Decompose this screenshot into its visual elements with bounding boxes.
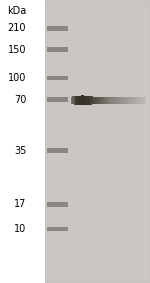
Bar: [46, 26, 68, 31]
Bar: [140, 97, 141, 104]
Text: 10: 10: [14, 224, 26, 234]
Bar: [81, 95, 83, 106]
Bar: [112, 97, 114, 104]
Bar: [130, 97, 132, 104]
Text: kDa: kDa: [7, 6, 26, 16]
Bar: [100, 97, 102, 104]
Bar: [82, 95, 84, 106]
Bar: [85, 96, 87, 105]
Bar: [132, 97, 134, 104]
Bar: [74, 96, 75, 105]
Bar: [144, 97, 146, 104]
Bar: [75, 96, 77, 105]
Bar: [93, 97, 95, 104]
Bar: [96, 97, 98, 104]
Bar: [46, 76, 68, 80]
Bar: [129, 97, 131, 104]
Text: 150: 150: [8, 44, 26, 55]
Text: 70: 70: [14, 95, 26, 105]
Text: 100: 100: [8, 73, 26, 83]
Bar: [103, 97, 105, 104]
Bar: [46, 97, 68, 102]
Bar: [46, 148, 68, 153]
Bar: [128, 97, 129, 104]
Bar: [94, 97, 96, 104]
Bar: [111, 97, 113, 104]
Bar: [90, 96, 92, 105]
Bar: [84, 96, 86, 105]
Bar: [92, 97, 93, 104]
Bar: [46, 227, 68, 231]
Bar: [99, 97, 101, 104]
Bar: [70, 97, 72, 104]
Bar: [87, 96, 89, 105]
Bar: [46, 3, 148, 280]
Bar: [106, 97, 108, 104]
Bar: [78, 96, 80, 105]
Text: 35: 35: [14, 145, 26, 156]
Bar: [120, 97, 122, 104]
Bar: [80, 96, 81, 105]
Bar: [126, 97, 128, 104]
Text: 17: 17: [14, 199, 26, 209]
Bar: [135, 97, 137, 104]
Bar: [142, 97, 144, 104]
Bar: [117, 97, 119, 104]
Bar: [138, 97, 140, 104]
Bar: [123, 97, 125, 104]
Bar: [136, 97, 138, 104]
Bar: [46, 47, 68, 52]
Bar: [141, 97, 143, 104]
Bar: [110, 97, 111, 104]
Bar: [45, 0, 150, 283]
Bar: [124, 97, 126, 104]
Bar: [76, 96, 78, 105]
Bar: [116, 97, 117, 104]
Bar: [98, 97, 99, 104]
Bar: [118, 97, 120, 104]
Bar: [114, 97, 116, 104]
Bar: [72, 97, 74, 104]
Text: 210: 210: [8, 23, 26, 33]
Bar: [88, 96, 90, 105]
Bar: [105, 97, 107, 104]
Bar: [108, 97, 110, 104]
Bar: [122, 97, 123, 104]
Bar: [102, 97, 104, 104]
Bar: [134, 97, 135, 104]
Bar: [46, 202, 68, 207]
